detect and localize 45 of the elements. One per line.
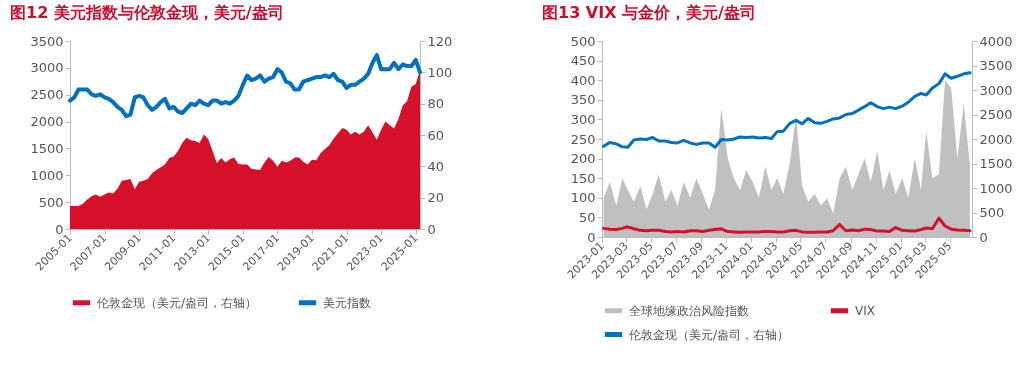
- line-series: [602, 71, 972, 149]
- y2-tick-label: 500: [979, 205, 1005, 220]
- y-tick-label: 0: [587, 229, 596, 245]
- y-tick-label: 2500: [30, 87, 64, 103]
- legend-label: 美元指数: [323, 295, 371, 310]
- y2-tick-label: 80: [427, 96, 445, 112]
- y2-tick-label: 1500: [979, 156, 1013, 171]
- legend-label: 伦敦金现（美元/盎司，右轴）: [629, 327, 790, 342]
- y-tick-label: 250: [570, 131, 596, 147]
- y-tick-label: 100: [570, 190, 596, 206]
- y-tick-label: 1000: [30, 167, 64, 183]
- y2-tick-label: 100: [427, 64, 453, 80]
- y-tick-label: 300: [570, 111, 596, 127]
- y2-tick-label: 120: [427, 33, 453, 49]
- y-tick-label: 3000: [30, 60, 64, 76]
- y2-tick-label: 3500: [979, 58, 1013, 73]
- y-tick-label: 500: [570, 33, 596, 49]
- y-tick-label: 0: [55, 221, 64, 237]
- y-tick-label: 1500: [30, 140, 64, 156]
- legend-label: 全球地缘政治风险指数: [629, 303, 749, 318]
- y2-tick-label: 0: [979, 229, 988, 245]
- y2-tick-label: 0: [427, 221, 436, 237]
- y-tick-label: 400: [570, 72, 596, 88]
- y2-tick-label: 4000: [979, 33, 1013, 49]
- y2-tick-label: 3000: [979, 82, 1013, 98]
- chart-title: 图13 VIX 与金价，美元/盎司: [542, 3, 756, 22]
- y2-tick-label: 1000: [979, 180, 1013, 196]
- y-tick-label: 3500: [30, 33, 64, 49]
- legend-label: VIX: [855, 303, 875, 318]
- y2-tick-label: 20: [427, 190, 445, 206]
- y2-tick-label: 40: [427, 158, 445, 174]
- legend-label: 伦敦金现（美元/盎司，右轴）: [97, 295, 258, 310]
- line-series: [602, 216, 972, 234]
- y-tick-label: 150: [570, 170, 596, 186]
- y2-tick-label: 2000: [979, 131, 1013, 147]
- y-tick-label: 350: [570, 92, 596, 108]
- y-tick-label: 200: [570, 151, 596, 167]
- y-tick-label: 500: [38, 194, 64, 210]
- line-series: [68, 53, 422, 119]
- y-tick-label: 2000: [30, 114, 64, 130]
- y-tick-label: 50: [578, 209, 596, 225]
- y-tick-label: 450: [570, 53, 596, 69]
- y2-tick-label: 2500: [979, 107, 1013, 122]
- y2-tick-label: 60: [427, 127, 445, 143]
- chart-title: 图12 美元指数与伦敦金现，美元/盎司: [10, 3, 284, 22]
